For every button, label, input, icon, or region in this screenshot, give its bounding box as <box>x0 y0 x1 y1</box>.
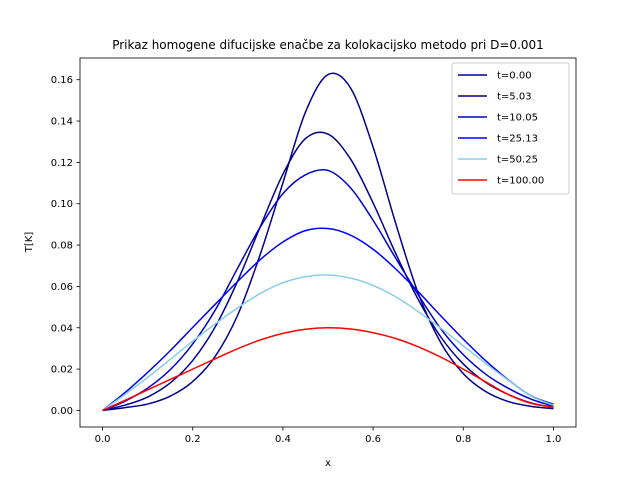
y-tick-label: 0.04 <box>51 323 73 334</box>
series-line-4 <box>102 274 554 412</box>
x-tick-label: 0.8 <box>455 434 471 445</box>
y-tick-label: 0.16 <box>51 75 73 86</box>
legend: t=0.00 t=5.03 t=10.05 t=25.13 t=50.25 t=100.0… <box>451 62 570 195</box>
y-tick-label: 0.06 <box>51 282 73 293</box>
axes-frame <box>79 57 577 428</box>
x-tick-label: 0.6 <box>365 434 381 445</box>
series-line-3 <box>102 227 554 412</box>
legend-label: t=0.00 <box>497 71 532 82</box>
x-tick-label: 1.0 <box>546 434 562 445</box>
chart-title: Prikaz homogene difucijske enačbe za kol… <box>112 38 544 52</box>
y-tick-label: 0.10 <box>51 199 73 210</box>
y-tick-label: 0.02 <box>51 365 73 376</box>
series-line-5 <box>102 327 554 412</box>
series-layer <box>102 72 554 412</box>
x-tick-label: 0.4 <box>275 434 291 445</box>
y-tick-label: 0.12 <box>51 158 73 169</box>
legend-label: t=10.05 <box>497 113 538 124</box>
y-tick-label: 0.08 <box>51 241 73 252</box>
legend-label: t=5.03 <box>497 92 532 103</box>
legend-label: t=50.25 <box>497 155 538 166</box>
x-axis-label: x <box>325 458 331 469</box>
legend-frame <box>451 62 570 195</box>
legend-label: t=100.00 <box>497 176 544 187</box>
legend-label: t=25.13 <box>497 134 538 145</box>
series-line-0 <box>102 72 554 412</box>
x-tick-label: 0.0 <box>95 434 111 445</box>
x-axis: 0.0 0.2 0.4 0.6 0.8 1.0 <box>95 427 562 445</box>
y-tick-label: 0.00 <box>51 406 73 417</box>
plot-area <box>79 57 577 428</box>
y-tick-label: 0.14 <box>51 117 73 128</box>
y-axis-label: T[K] <box>24 232 35 254</box>
series-line-2 <box>102 168 554 412</box>
y-axis: 0.00 0.02 0.04 0.06 0.08 0.10 0.12 0.14 0.16 <box>51 75 80 417</box>
x-tick-label: 0.2 <box>185 434 201 445</box>
